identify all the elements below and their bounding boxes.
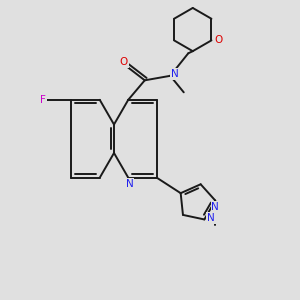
- Text: F: F: [40, 95, 46, 105]
- Text: N: N: [171, 69, 178, 79]
- Text: N: N: [207, 213, 215, 223]
- Text: N: N: [126, 179, 134, 189]
- Text: N: N: [212, 202, 219, 212]
- Text: O: O: [120, 57, 128, 67]
- Text: O: O: [214, 35, 222, 45]
